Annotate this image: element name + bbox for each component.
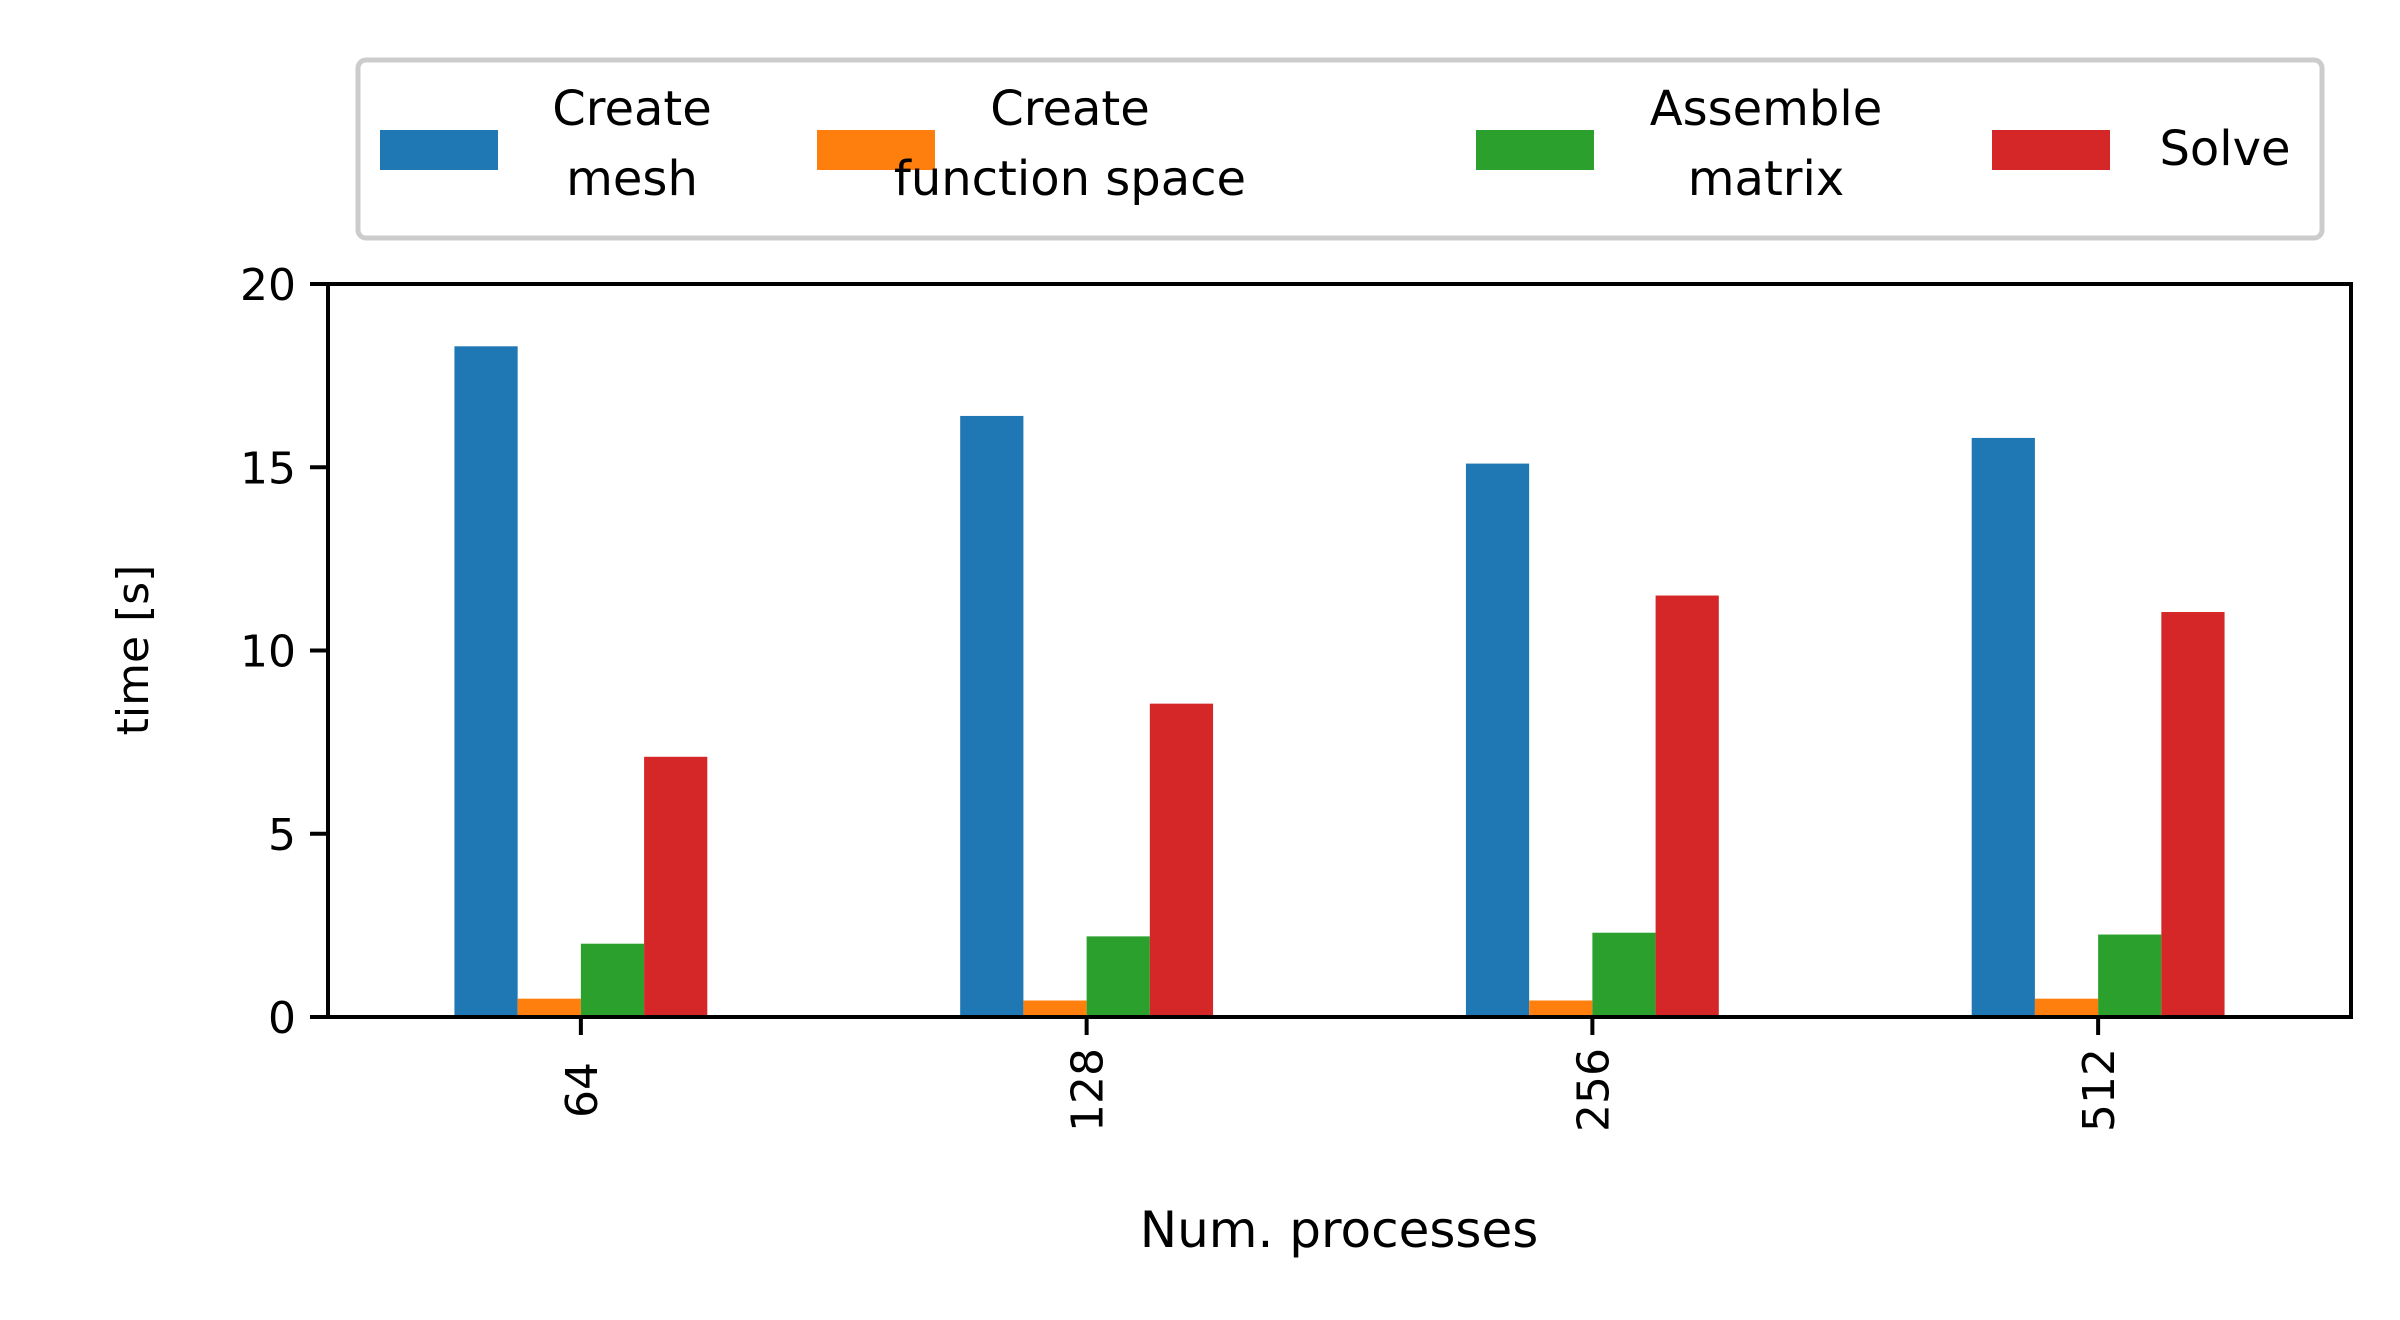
bar [1971,437,2035,1017]
plot-frame [326,282,2353,1019]
legend-label: Assemble matrix [1650,81,1882,207]
y-tick-label: 0 [268,993,296,1044]
y-tick-label: 20 [240,260,296,311]
bar [1023,1000,1087,1017]
bars [454,346,2225,1018]
bar [454,346,518,1017]
legend-swatch [380,130,498,170]
y-tick-label: 5 [268,810,296,861]
x-tick-label: 64 [557,1062,608,1118]
bar [960,415,1024,1017]
x-tick-label: 512 [2074,1048,2125,1132]
legend-frame [355,57,2325,241]
legend-label: Create function space [894,81,1246,207]
legend-label: Solve [2159,121,2290,177]
bar [1592,932,1656,1017]
axes: 0 5 10 15 20 64 128 256 512 time [s] Num. proce… [108,260,2353,1259]
bar [1655,595,1719,1017]
y-tick-label: 15 [240,443,296,494]
legend-label: Create mesh [552,81,712,207]
bar [2161,612,2225,1017]
y-tick-label: 10 [240,627,296,678]
legend-swatch [817,130,935,170]
x-axis-label: Num. processes [1140,1201,1539,1259]
bar [1086,936,1150,1017]
legend-swatch [1476,130,1594,170]
bar [580,943,645,1017]
bar [644,756,708,1017]
bar [517,998,581,1017]
y-axis-label: time [s] [108,565,159,736]
bar [2034,998,2099,1017]
x-tick-label: 128 [1063,1048,1114,1132]
bar [1529,1000,1593,1017]
legend: Create mesh Create function space Assemble ma… [355,57,2325,241]
x-tick-label: 256 [1568,1048,1619,1132]
bar [1149,703,1214,1017]
legend-swatch [1992,130,2110,170]
bar [2098,934,2162,1017]
bar [1465,463,1530,1018]
